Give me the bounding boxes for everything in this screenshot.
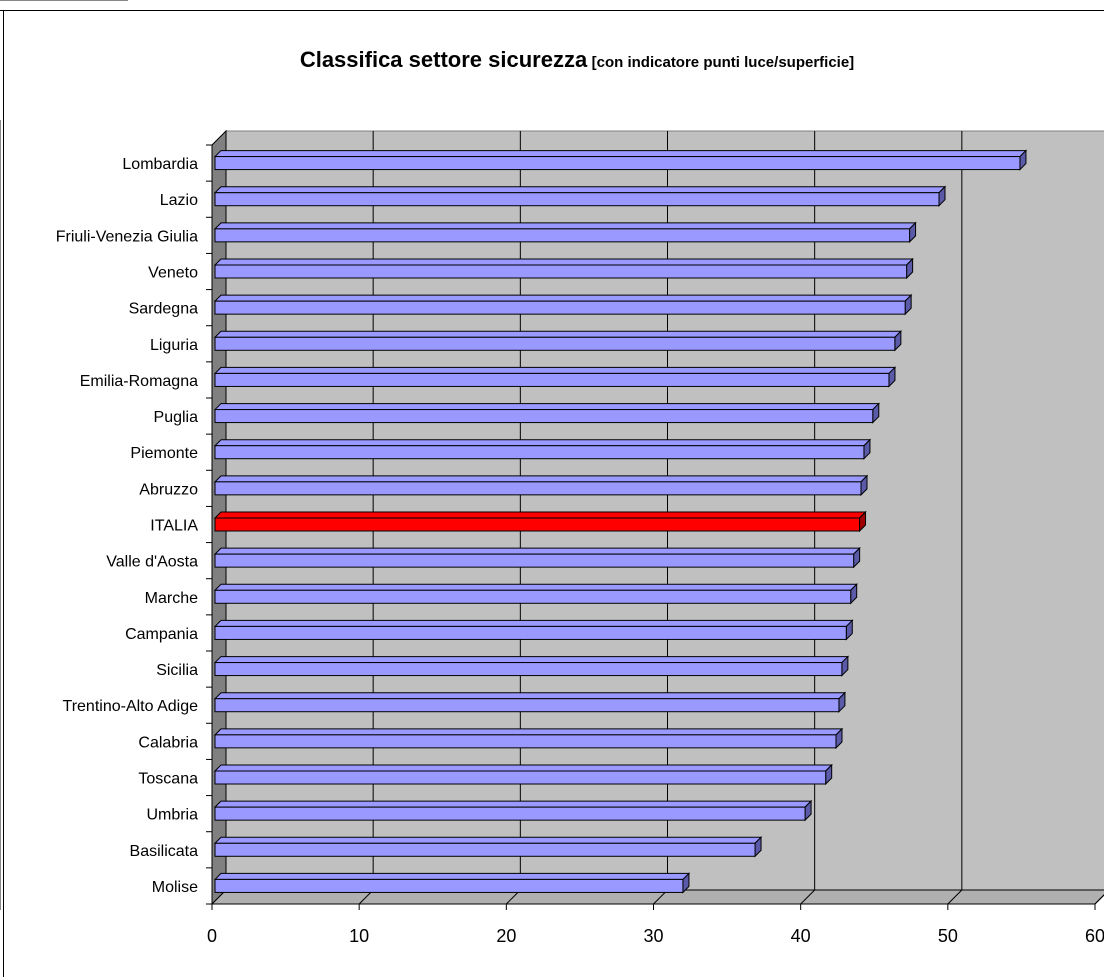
bar (214, 192, 940, 207)
bar (214, 517, 861, 532)
category-label: Liguria (150, 337, 198, 354)
chart-title-block: Classifica settore sicurezza [con indica… (0, 47, 1104, 73)
frame-top-line (0, 10, 1104, 11)
category-label: Friuli-Venezia Giulia (56, 228, 198, 245)
bar-top (213, 258, 914, 266)
tab-edge-top (0, 0, 128, 1)
bar-top (213, 222, 917, 230)
x-tick-label: 50 (938, 926, 958, 946)
bar (214, 878, 684, 893)
bar (214, 228, 911, 243)
category-label: Emilia-Romagna (80, 373, 198, 390)
gridline-floor (947, 889, 963, 905)
bar (214, 336, 896, 351)
bar-top (213, 439, 872, 447)
bar (214, 553, 855, 568)
bar-top (213, 583, 858, 591)
category-label: Sicilia (156, 662, 198, 679)
bar (214, 156, 1021, 171)
bar-top (213, 186, 947, 194)
category-label: Piemonte (130, 445, 198, 462)
bar-top (213, 872, 691, 880)
bar-top (213, 150, 1028, 158)
bar-top (213, 294, 913, 302)
x-tick-label: 20 (496, 926, 516, 946)
category-label: Valle d'Aosta (106, 554, 198, 571)
category-label: Lombardia (122, 156, 198, 173)
bar (214, 625, 847, 640)
bar (214, 842, 756, 857)
category-label: Molise (152, 879, 198, 896)
category-label: Calabria (138, 734, 198, 751)
chart-subtitle: [con indicatore punti luce/superficie] (591, 54, 855, 71)
bar (214, 806, 806, 821)
bar (214, 589, 852, 604)
x-tick-label: 0 (207, 926, 217, 946)
gridline-floor (1094, 894, 1104, 905)
tab-edge-left (0, 120, 1, 910)
bar (214, 662, 843, 677)
category-label: Sardegna (129, 301, 198, 318)
bar (214, 264, 908, 279)
category-label: ITALIA (150, 518, 198, 535)
category-label: Basilicata (130, 843, 199, 860)
bar (214, 481, 862, 496)
bar-top (213, 511, 867, 519)
bar-top (213, 656, 850, 664)
x-tick-label: 60 (1085, 926, 1104, 946)
bar-top (213, 547, 861, 555)
x-tick-label: 40 (791, 926, 811, 946)
category-label: Veneto (148, 265, 198, 282)
bar (214, 734, 837, 749)
bar (214, 698, 840, 713)
bar (214, 445, 865, 460)
bar (214, 300, 906, 315)
bar-top (213, 836, 763, 844)
category-label: Marche (145, 590, 198, 607)
bar (214, 372, 890, 387)
bar-top (213, 764, 833, 772)
category-label: Trentino-Alto Adige (63, 698, 199, 715)
bar-top (213, 475, 869, 483)
bar-top (213, 728, 844, 736)
gridline-floor (800, 889, 816, 905)
category-label: Toscana (138, 771, 198, 788)
bar-top (213, 619, 854, 627)
category-label: Puglia (154, 409, 199, 426)
category-label: Abruzzo (139, 481, 198, 498)
category-label: Campania (125, 626, 198, 643)
x-tick-label: 30 (643, 926, 663, 946)
chart-title: Classifica settore sicurezza (299, 47, 588, 72)
category-label: Umbria (146, 807, 198, 824)
bar (214, 770, 827, 785)
x-tick-label: 10 (349, 926, 369, 946)
bar-top (213, 800, 813, 808)
bar-top (213, 366, 897, 374)
bar-top (213, 692, 847, 700)
bar-top (213, 330, 903, 338)
bar-top (213, 403, 880, 411)
frame-left-line (3, 10, 4, 977)
bar (214, 409, 874, 424)
category-label: Lazio (160, 192, 198, 209)
